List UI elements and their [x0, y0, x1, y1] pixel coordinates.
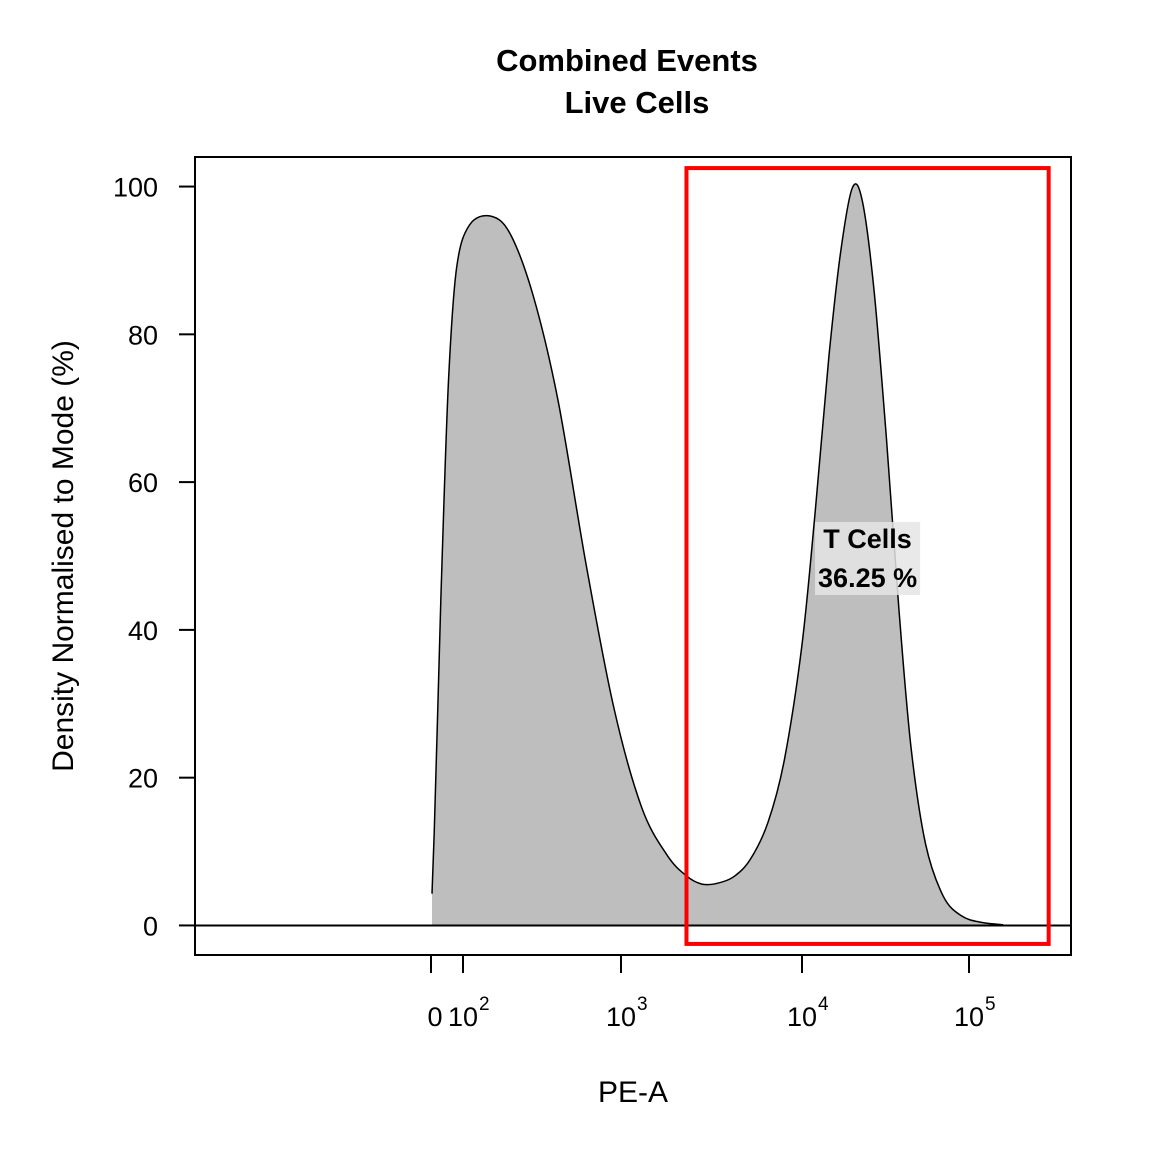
x-axis-label: PE-A — [598, 1076, 668, 1109]
gate-name-label: T Cells — [823, 524, 912, 554]
y-tick-label: 20 — [128, 764, 158, 794]
x-tick-exponent: 5 — [985, 994, 996, 1015]
t-cells-gate[interactable] — [684, 166, 1051, 946]
x-tick-label: 0 — [427, 1002, 442, 1032]
y-axis-label: Density Normalised to Mode (%) — [47, 340, 80, 772]
y-tick-label: 60 — [128, 468, 158, 498]
y-tick-label: 40 — [128, 616, 158, 646]
x-tick-label: 10 — [954, 1002, 984, 1032]
gate-label-background — [815, 522, 921, 595]
y-axis: 0 20 40 60 80 100 — [113, 173, 195, 941]
x-tick-exponent: 3 — [637, 994, 648, 1015]
y-tick-label: 100 — [113, 173, 158, 203]
gate-percent-label: 36.25 % — [818, 563, 917, 593]
x-tick-exponent: 2 — [479, 994, 490, 1015]
plot-frame — [194, 156, 1072, 956]
x-tick-label: 10 — [787, 1002, 817, 1032]
chart-title-line-2: Live Cells — [565, 85, 710, 120]
x-axis: 0 10 2 10 3 10 4 10 5 — [427, 955, 996, 1032]
y-tick-label: 0 — [143, 911, 158, 941]
x-tick-label: 10 — [606, 1002, 636, 1032]
density-area — [432, 183, 1004, 926]
chart-title-line-1: Combined Events — [496, 43, 758, 78]
y-tick-label: 80 — [128, 320, 158, 350]
x-tick-label: 10 — [448, 1002, 478, 1032]
x-tick-exponent: 4 — [818, 994, 829, 1015]
